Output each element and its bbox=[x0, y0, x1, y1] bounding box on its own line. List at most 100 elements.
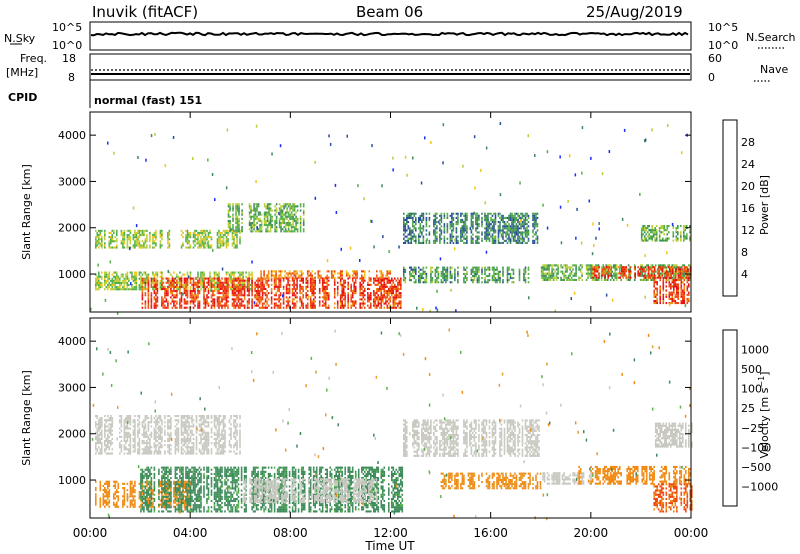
data-cell bbox=[144, 306, 147, 309]
data-cell bbox=[284, 205, 287, 208]
data-cell bbox=[491, 229, 494, 232]
data-cell bbox=[478, 235, 480, 238]
data-cell bbox=[597, 278, 600, 281]
data-cell bbox=[336, 272, 339, 275]
data-cell bbox=[677, 227, 679, 230]
data-cell bbox=[261, 292, 264, 295]
data-cell bbox=[209, 231, 211, 234]
data-cell bbox=[383, 306, 386, 309]
data-cell bbox=[143, 279, 145, 282]
data-cell bbox=[446, 225, 449, 228]
data-cell bbox=[389, 290, 392, 293]
data-cell bbox=[257, 213, 260, 216]
data-cell bbox=[683, 264, 686, 267]
data-cell bbox=[167, 242, 169, 245]
station-title: Inuvik (fitACF) bbox=[92, 3, 198, 21]
data-cell bbox=[287, 203, 290, 206]
data-cell bbox=[524, 277, 527, 280]
data-cell bbox=[520, 241, 522, 244]
data-cell bbox=[174, 306, 177, 309]
data-cell bbox=[231, 236, 234, 239]
data-cell bbox=[669, 268, 671, 271]
data-cell bbox=[451, 218, 453, 221]
data-cell bbox=[404, 231, 407, 234]
data-cell bbox=[587, 266, 589, 269]
data-cell bbox=[622, 266, 624, 269]
data-cell bbox=[655, 229, 658, 232]
data-cell bbox=[246, 281, 249, 284]
data-cell bbox=[660, 272, 663, 275]
data-cell bbox=[275, 207, 278, 210]
data-cell bbox=[460, 218, 462, 221]
data-cell bbox=[248, 215, 251, 218]
data-cell bbox=[663, 239, 666, 242]
data-cell bbox=[321, 285, 324, 288]
data-cell bbox=[470, 212, 473, 215]
data-cell bbox=[560, 270, 562, 273]
data-cell bbox=[236, 298, 238, 301]
data-cell bbox=[446, 272, 449, 275]
data-cell bbox=[266, 217, 269, 220]
data-cell bbox=[645, 276, 648, 279]
data-cell bbox=[368, 287, 371, 290]
data-cell bbox=[246, 294, 249, 297]
data-cell bbox=[96, 288, 99, 291]
data-cell bbox=[309, 279, 312, 282]
data-cell bbox=[311, 283, 313, 286]
data-cell bbox=[607, 274, 609, 277]
data-cell bbox=[434, 221, 437, 224]
data-cell bbox=[382, 274, 384, 277]
data-cell bbox=[472, 279, 474, 282]
data-cell bbox=[521, 214, 524, 217]
data-cell bbox=[270, 272, 273, 275]
data-cell bbox=[628, 270, 630, 273]
data-cell bbox=[281, 222, 284, 225]
data-cell bbox=[123, 284, 126, 287]
data-cell bbox=[668, 264, 671, 267]
data-cell bbox=[389, 300, 392, 303]
data-cell bbox=[391, 279, 393, 282]
data-cell bbox=[168, 284, 171, 287]
data-cell bbox=[659, 272, 661, 275]
data-cell bbox=[120, 275, 123, 278]
data-cell bbox=[434, 279, 437, 282]
data-cell bbox=[161, 231, 163, 234]
data-cell bbox=[678, 266, 680, 269]
data-cell bbox=[689, 229, 691, 232]
data-cell bbox=[683, 295, 686, 298]
data-cell bbox=[567, 199, 569, 203]
data-cell bbox=[590, 274, 592, 277]
data-cell bbox=[336, 290, 339, 293]
data-cell bbox=[422, 229, 425, 232]
data-cell bbox=[514, 233, 516, 236]
data-cell bbox=[323, 296, 325, 299]
data-cell bbox=[415, 237, 417, 240]
data-cell bbox=[251, 224, 254, 227]
data-cell bbox=[362, 285, 365, 288]
data-cell bbox=[383, 283, 386, 286]
data-cell bbox=[293, 294, 295, 297]
data-cell bbox=[179, 271, 181, 274]
data-cell bbox=[111, 281, 114, 284]
data-cell bbox=[285, 287, 288, 290]
data-cell bbox=[517, 233, 519, 236]
data-cell bbox=[452, 225, 455, 228]
data-cell bbox=[116, 244, 118, 247]
data-cell bbox=[237, 287, 240, 290]
data-cell bbox=[443, 268, 446, 271]
data-cell bbox=[499, 231, 501, 234]
data-cell bbox=[674, 283, 677, 286]
data-cell bbox=[194, 296, 196, 299]
data-cell bbox=[641, 266, 643, 269]
data-cell bbox=[614, 270, 616, 273]
data-cell bbox=[511, 214, 513, 217]
data-cell bbox=[611, 298, 614, 302]
data-cell bbox=[476, 268, 479, 271]
data-cell bbox=[188, 246, 190, 249]
data-cell bbox=[101, 242, 103, 245]
data-cell bbox=[336, 281, 339, 284]
data-cell bbox=[678, 268, 680, 271]
data-cell bbox=[156, 304, 159, 307]
data-cell bbox=[487, 225, 489, 228]
data-cell bbox=[395, 302, 398, 305]
